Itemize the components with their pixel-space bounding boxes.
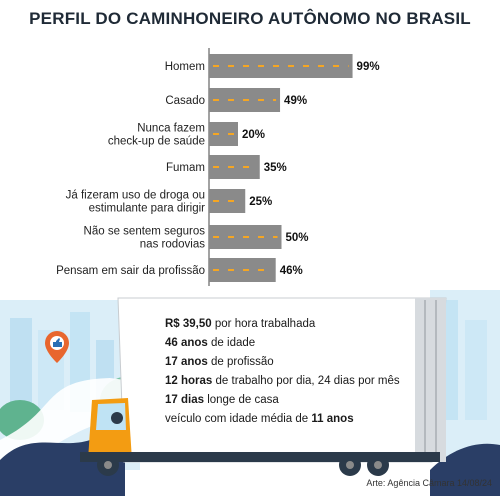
fact-line: 17 dias longe de casa — [165, 394, 279, 406]
fact-highlight: 46 anos — [165, 337, 208, 349]
fact-line: 17 anos de profissão — [165, 356, 274, 368]
category-label: Já fizeram uso de droga ou estimulante pa… — [66, 190, 206, 215]
category-label: Casado — [165, 95, 205, 107]
fact-line: R$ 39,50 por hora trabalhada — [165, 318, 315, 330]
fact-highlight: 17 anos — [165, 356, 208, 368]
category-label: Fumam — [166, 162, 205, 174]
bar-chart: 99% Homem 49% Casado 20% Nunca fazem check-up … — [56, 48, 380, 286]
category-label-line: Homem — [165, 61, 205, 73]
fact-text: de trabalho por dia, 24 dias por mês — [212, 375, 400, 387]
category-label-line: Já fizeram uso de droga ou — [66, 190, 205, 202]
fact-highlight: R$ 39,50 — [165, 318, 212, 330]
bar-value-label: 99% — [357, 61, 380, 73]
category-label-line: Fumam — [166, 162, 205, 174]
fact-highlight: 17 dias — [165, 394, 204, 406]
fact-text: longe de casa — [204, 394, 279, 406]
category-label-line: estimulante para dirigir — [89, 203, 206, 215]
truck-trailer — [117, 297, 447, 463]
category-label-line: Não se sentem seguros — [84, 226, 206, 238]
category-label: Nunca fazem check-up de saúde — [108, 123, 205, 148]
category-label-line: Nunca fazem — [137, 123, 205, 135]
category-label: Homem — [165, 61, 205, 73]
fact-highlight: 12 horas — [165, 375, 213, 387]
bar-value-label: 50% — [286, 232, 309, 244]
page-title: PERFIL DO CAMINHONEIRO AUTÔNOMO NO BRASI… — [29, 9, 471, 28]
category-label-line: nas rodovias — [140, 239, 205, 251]
info-panel: R$ 39,50 por hora trabalhada 46 anos de i… — [125, 300, 425, 460]
fact-text: de idade — [207, 337, 256, 349]
category-label-line: Casado — [165, 95, 205, 107]
category-label-line: Pensam em sair da profissão — [56, 265, 205, 277]
bar-value-label: 20% — [242, 129, 265, 141]
fact-highlight: 11 anos — [311, 413, 354, 425]
category-label-line: check-up de saúde — [108, 136, 205, 148]
fact-line: 12 horas de trabalho por dia, 24 dias po… — [165, 375, 400, 387]
fact-line: 46 anos de idade — [165, 337, 255, 349]
fact-line: veículo com idade média de 11 anos — [165, 413, 354, 425]
category-label: Pensam em sair da profissão — [56, 265, 205, 277]
fact-text: de profissão — [207, 356, 274, 368]
bar-value-label: 35% — [264, 162, 287, 174]
fact-text: veículo com idade média de — [165, 413, 312, 425]
bar — [209, 258, 276, 282]
category-label: Não se sentem seguros nas rodovias — [84, 226, 206, 251]
credit-text: Arte: Agência Câmara 14/08/24 — [366, 478, 492, 488]
fact-text: por hora trabalhada — [211, 318, 316, 330]
bar-value-label: 49% — [284, 95, 307, 107]
map-pin-icon — [45, 331, 69, 363]
bar-value-label: 25% — [249, 196, 272, 208]
truck-cab — [80, 398, 440, 476]
bar-value-label: 46% — [280, 265, 303, 277]
